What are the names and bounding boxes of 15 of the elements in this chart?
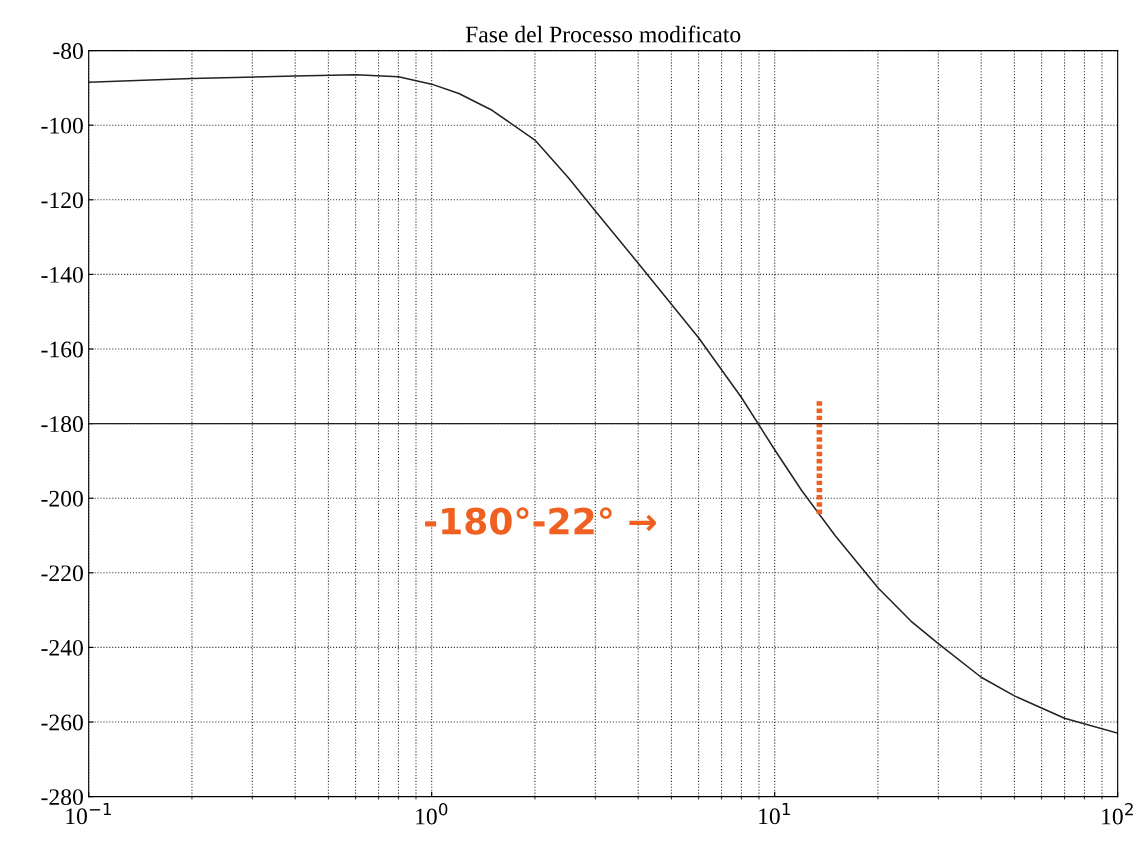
- x-tick-label: 10$^{1}$: [759, 802, 790, 825]
- y-tick-label: -120: [41, 192, 83, 209]
- annotation: -180°-22° →: [425, 507, 656, 535]
- y-tick-label: -260: [41, 714, 83, 731]
- chart-title: Fase del Processo modificato: [465, 25, 741, 43]
- y-tick-label: -80: [53, 43, 83, 59]
- y-tick-label: -180: [41, 416, 83, 433]
- x-tick-label: 10$^{0}$: [416, 802, 448, 825]
- y-tick-label: -160: [41, 341, 83, 358]
- y-tick-label: -200: [41, 490, 83, 507]
- y-tick-label: -100: [41, 117, 83, 134]
- y-tick-label: -220: [41, 565, 83, 582]
- y-tick-label: -240: [41, 639, 83, 656]
- y-tick-label: -140: [41, 266, 83, 283]
- x-tick-label: 10$^{2}$: [1102, 802, 1133, 825]
